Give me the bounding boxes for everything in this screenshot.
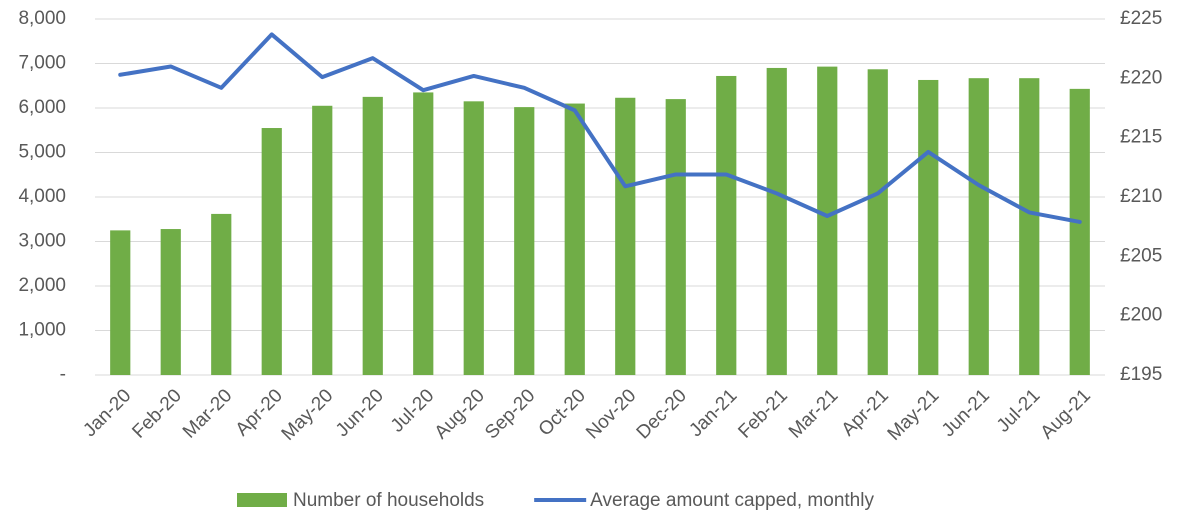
y-tick-label: 6,000 — [18, 97, 66, 118]
x-tick-label: Jan-20 — [79, 385, 135, 441]
y-tick-label: 4,000 — [18, 186, 66, 207]
y-tick-label: 2,000 — [18, 275, 66, 296]
x-tick-label: Feb-20 — [128, 385, 185, 442]
bar — [211, 213, 232, 375]
x-tick-label: Jun-20 — [332, 385, 388, 441]
bar — [160, 229, 181, 375]
legend-label: Average amount capped, monthly — [590, 490, 874, 511]
y2-tick-label: £215 — [1120, 127, 1162, 148]
x-tick-label: Sep-20 — [481, 385, 539, 443]
x-tick-label: Aug-21 — [1037, 385, 1095, 443]
x-tick-label: Jun-21 — [938, 385, 994, 441]
bar — [918, 79, 939, 375]
y2-tick-label: £200 — [1120, 305, 1162, 326]
bar — [1019, 78, 1040, 375]
x-tick-label: Oct-20 — [535, 385, 590, 440]
x-tick-label: Mar-21 — [785, 385, 842, 442]
x-tick-label: Mar-20 — [179, 385, 236, 442]
x-tick-label: May-21 — [884, 385, 944, 445]
y-tick-label: 8,000 — [18, 8, 66, 29]
y-tick-label: 3,000 — [18, 231, 66, 252]
bar — [514, 107, 535, 376]
legend-label: Number of households — [293, 490, 484, 511]
y2-tick-label: £210 — [1120, 186, 1162, 207]
line — [118, 32, 1082, 224]
y-tick-label: - — [60, 364, 66, 385]
bar — [564, 103, 585, 376]
bar — [766, 67, 787, 375]
y-tick-label: 5,000 — [18, 142, 66, 163]
bar — [867, 69, 888, 375]
y2-tick-label: £225 — [1120, 8, 1162, 29]
y2-tick-label: £195 — [1120, 364, 1162, 385]
x-tick-label: Feb-21 — [734, 385, 791, 442]
y-tick-label: 1,000 — [18, 320, 66, 341]
bar — [463, 101, 484, 375]
bar — [110, 230, 131, 375]
y-tick-label: 7,000 — [18, 53, 66, 74]
bar — [362, 96, 383, 375]
bar — [968, 78, 989, 375]
x-tick-label: Aug-20 — [431, 385, 489, 443]
bar — [1069, 88, 1090, 376]
x-tick-label: Nov-20 — [582, 385, 640, 443]
bar — [716, 75, 737, 376]
bar — [817, 66, 838, 376]
bar — [261, 128, 282, 375]
bar — [312, 105, 333, 376]
y2-tick-label: £205 — [1120, 245, 1162, 266]
y2-tick-label: £220 — [1120, 67, 1162, 88]
x-tick-label: Jan-21 — [685, 385, 741, 441]
bar — [665, 99, 686, 375]
legend-swatch — [237, 493, 287, 507]
x-tick-label: May-20 — [278, 385, 338, 445]
x-tick-label: Dec-20 — [633, 385, 691, 443]
bar — [413, 92, 434, 376]
bar — [615, 97, 636, 375]
